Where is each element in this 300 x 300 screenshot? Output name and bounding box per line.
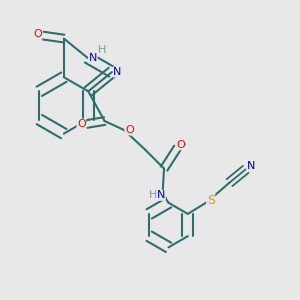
Text: N: N bbox=[89, 53, 97, 63]
Text: O: O bbox=[33, 29, 42, 39]
Text: O: O bbox=[177, 140, 185, 150]
Text: O: O bbox=[77, 119, 86, 129]
Text: N: N bbox=[247, 161, 255, 171]
Text: N: N bbox=[157, 190, 165, 200]
Text: H: H bbox=[98, 45, 106, 56]
Text: S: S bbox=[207, 194, 215, 207]
Text: H: H bbox=[149, 190, 157, 200]
Text: N: N bbox=[113, 67, 122, 77]
Text: O: O bbox=[125, 125, 134, 135]
